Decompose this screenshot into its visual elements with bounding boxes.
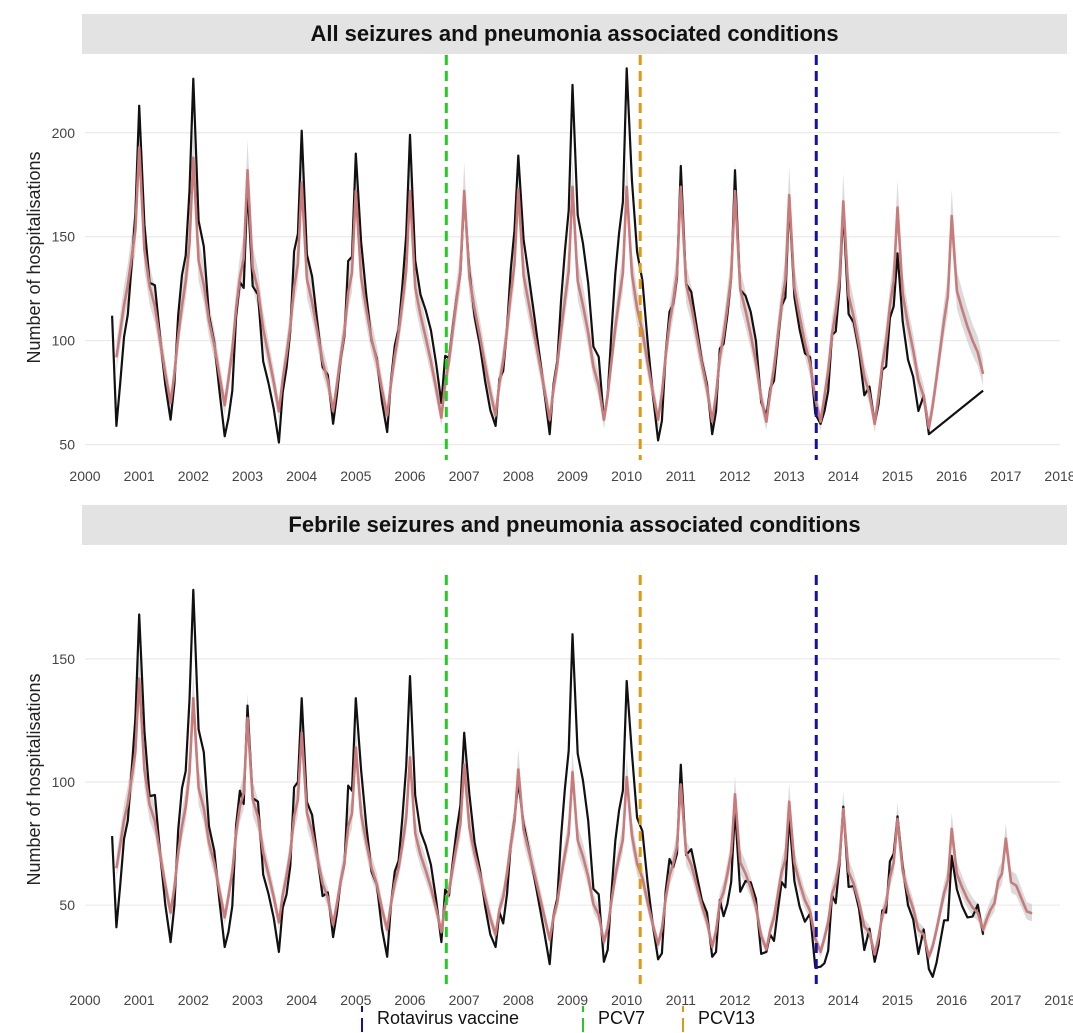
legend-label: PCV7 <box>598 1008 645 1029</box>
y-tick-label: 150 <box>52 229 76 245</box>
legend-label: PCV13 <box>698 1008 755 1029</box>
x-tick-label: 2013 <box>774 468 805 484</box>
x-tick-label: 2015 <box>882 468 913 484</box>
x-tick-label: 2007 <box>449 468 480 484</box>
x-tick-label: 2009 <box>557 468 588 484</box>
x-tick-label: 2011 <box>666 468 696 484</box>
x-tick-label: 2010 <box>611 468 642 484</box>
y-tick-label: 150 <box>52 651 76 667</box>
x-tick-label: 2012 <box>719 468 750 484</box>
x-tick-label: 2005 <box>340 468 371 484</box>
x-tick-label: 2002 <box>178 468 209 484</box>
fitted-series-line <box>116 147 983 428</box>
legend-key <box>355 1004 369 1032</box>
x-tick-label: 2006 <box>394 468 425 484</box>
x-tick-label: 2017 <box>990 468 1021 484</box>
x-tick-label: 2008 <box>503 468 534 484</box>
x-tick-label: 2018 <box>1044 468 1073 484</box>
legend-label: Rotavirus vaccine <box>377 1008 519 1029</box>
x-tick-label: 2014 <box>828 468 859 484</box>
x-tick-label: 2001 <box>124 468 155 484</box>
y-tick-label: 50 <box>59 437 75 453</box>
y-axis-label: Number of hospitalisations <box>24 151 44 363</box>
y-tick-label: 100 <box>52 774 76 790</box>
plot-all-seizures: 50 100 150 200 2000 2001 2002 2003 2004 2005 2006 2… <box>0 0 1073 520</box>
y-tick-label: 50 <box>59 897 75 913</box>
legend-key <box>576 1004 590 1032</box>
legend-key <box>676 1004 690 1032</box>
y-tick-label: 200 <box>52 125 76 141</box>
x-tick-label: 2000 <box>69 468 100 484</box>
x-tick-label: 2016 <box>936 468 967 484</box>
y-axis-label: Number of hospitalisations <box>24 673 44 885</box>
x-tick-label: 2004 <box>286 468 317 484</box>
y-tick-label: 100 <box>52 333 76 349</box>
legend-item-pcv7: PCV7 <box>576 1003 645 1033</box>
confidence-band <box>116 115 983 436</box>
x-tick-label: 2003 <box>232 468 263 484</box>
legend: Rotavirus vaccine PCV7 PCV13 <box>0 1003 1073 1033</box>
legend-item-pcv13: PCV13 <box>676 1003 755 1033</box>
legend-item-rotavirus: Rotavirus vaccine <box>355 1003 519 1033</box>
